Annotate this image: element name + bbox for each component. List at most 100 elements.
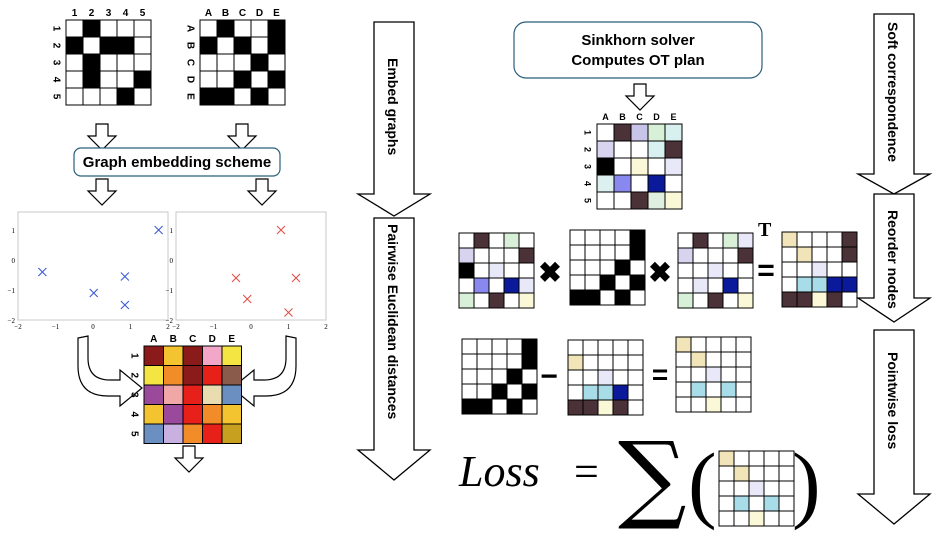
down-arrow-icon (86, 123, 118, 151)
matrix-cell (133, 53, 152, 72)
x-tick-label: 1 (287, 323, 291, 331)
matrix-cell (488, 292, 505, 309)
matrix-cell (627, 384, 644, 401)
matrix-cell (705, 381, 722, 398)
matrix-cell (65, 87, 84, 106)
multiply-icon: ✖ (648, 257, 671, 288)
scatter-point (231, 273, 241, 283)
matrix-cell (582, 369, 599, 386)
adjacency-matrix-1-small (461, 338, 538, 415)
matrix-cell (567, 354, 584, 371)
matrix-cell (182, 423, 203, 444)
row-label: D (184, 76, 195, 83)
matrix-cell (778, 510, 795, 527)
matrix-cell (503, 232, 520, 249)
matrix-cell (707, 247, 724, 264)
matrix-cell (473, 232, 490, 249)
matrix-cell (476, 368, 493, 385)
ot-plan-transpose-matrix (677, 232, 754, 309)
matrix-cell (690, 396, 707, 413)
matrix-cell (796, 246, 813, 263)
matrix-cell (796, 231, 813, 248)
scatter-point (291, 273, 301, 283)
matrix-cell (473, 262, 490, 279)
matrix-cell (461, 338, 478, 355)
column-label: 1 (72, 8, 78, 19)
matrix-cell (461, 368, 478, 385)
matrix-cell (506, 398, 523, 415)
matrix-cell (65, 70, 84, 89)
column-label: 5 (140, 8, 146, 19)
x-tick-label: 1 (129, 323, 133, 331)
matrix-cell (781, 276, 798, 293)
matrix-cell (584, 229, 601, 246)
row-label: 2 (50, 43, 61, 49)
column-label: D (653, 112, 660, 122)
matrix-cell (518, 247, 535, 264)
y-tick-label: 1 (170, 227, 174, 235)
matrix-cell (692, 232, 709, 249)
matrix-cell (65, 19, 84, 38)
matrix-cell (163, 384, 184, 405)
matrix-cell (763, 450, 780, 467)
matrix-cell (677, 277, 694, 294)
matrix-cell (811, 276, 828, 293)
matrix-cell (518, 232, 535, 249)
scatter-point (37, 267, 47, 277)
pointwise-loss-label: Pointwise loss (885, 352, 901, 449)
matrix-cell (675, 381, 692, 398)
solver-line-2: Computes OT plan (571, 52, 704, 69)
matrix-cell (221, 423, 242, 444)
x-tick-label: 0 (249, 323, 253, 331)
matrix-cell (733, 510, 750, 527)
row-label: 4 (50, 77, 61, 83)
matrix-cell (705, 336, 722, 353)
matrix-cell (267, 70, 286, 89)
column-label: A (602, 112, 609, 122)
matrix-cell (267, 87, 286, 106)
matrix-cell (476, 398, 493, 415)
matrix-cell (584, 244, 601, 261)
x-tick-label: −2 (14, 323, 22, 331)
matrix-cell (221, 345, 242, 366)
matrix-cell (720, 381, 737, 398)
matrix-cell (629, 259, 646, 276)
matrix-cell (811, 261, 828, 278)
matrix-cell (597, 339, 614, 356)
matrix-cell (737, 292, 754, 309)
down-arrow-icon (86, 178, 118, 206)
matrix-cell (748, 480, 765, 497)
matrix-cell (596, 174, 615, 193)
matrix-cell (597, 384, 614, 401)
matrix-cell (233, 70, 252, 89)
matrix-cell (458, 292, 475, 309)
matrix-cell (841, 291, 858, 308)
matrix-cell (692, 247, 709, 264)
matrix-cell (737, 232, 754, 249)
matrix-cell (613, 123, 632, 142)
equals-sign: = (652, 359, 668, 390)
matrix-cell (722, 262, 739, 279)
multiply-icon: ✖ (538, 257, 561, 288)
row-label: C (184, 59, 195, 66)
y-tick-label: −1 (166, 287, 174, 295)
embedding-scatter-left: −2 −1 0 1 2 1 0 −1 −2 (8, 211, 170, 331)
matrix-cell (250, 70, 269, 89)
row-label: E (184, 93, 195, 100)
column-label: C (636, 112, 643, 122)
x-tick-label: 2 (324, 323, 328, 331)
matrix-cell (569, 289, 586, 306)
matrix-cell (503, 262, 520, 279)
matrix-cell (216, 36, 235, 55)
soft-correspondence-arrow: Soft correspondence (855, 13, 933, 195)
row-label: 4 (583, 181, 593, 186)
matrix-cell (567, 339, 584, 356)
matrix-cell (781, 261, 798, 278)
matrix-cell (705, 351, 722, 368)
matrix-cell (613, 140, 632, 159)
matrix-cell (718, 495, 735, 512)
y-tick-label: −2 (166, 317, 174, 325)
matrix-cell (841, 231, 858, 248)
column-label: 3 (106, 8, 112, 19)
